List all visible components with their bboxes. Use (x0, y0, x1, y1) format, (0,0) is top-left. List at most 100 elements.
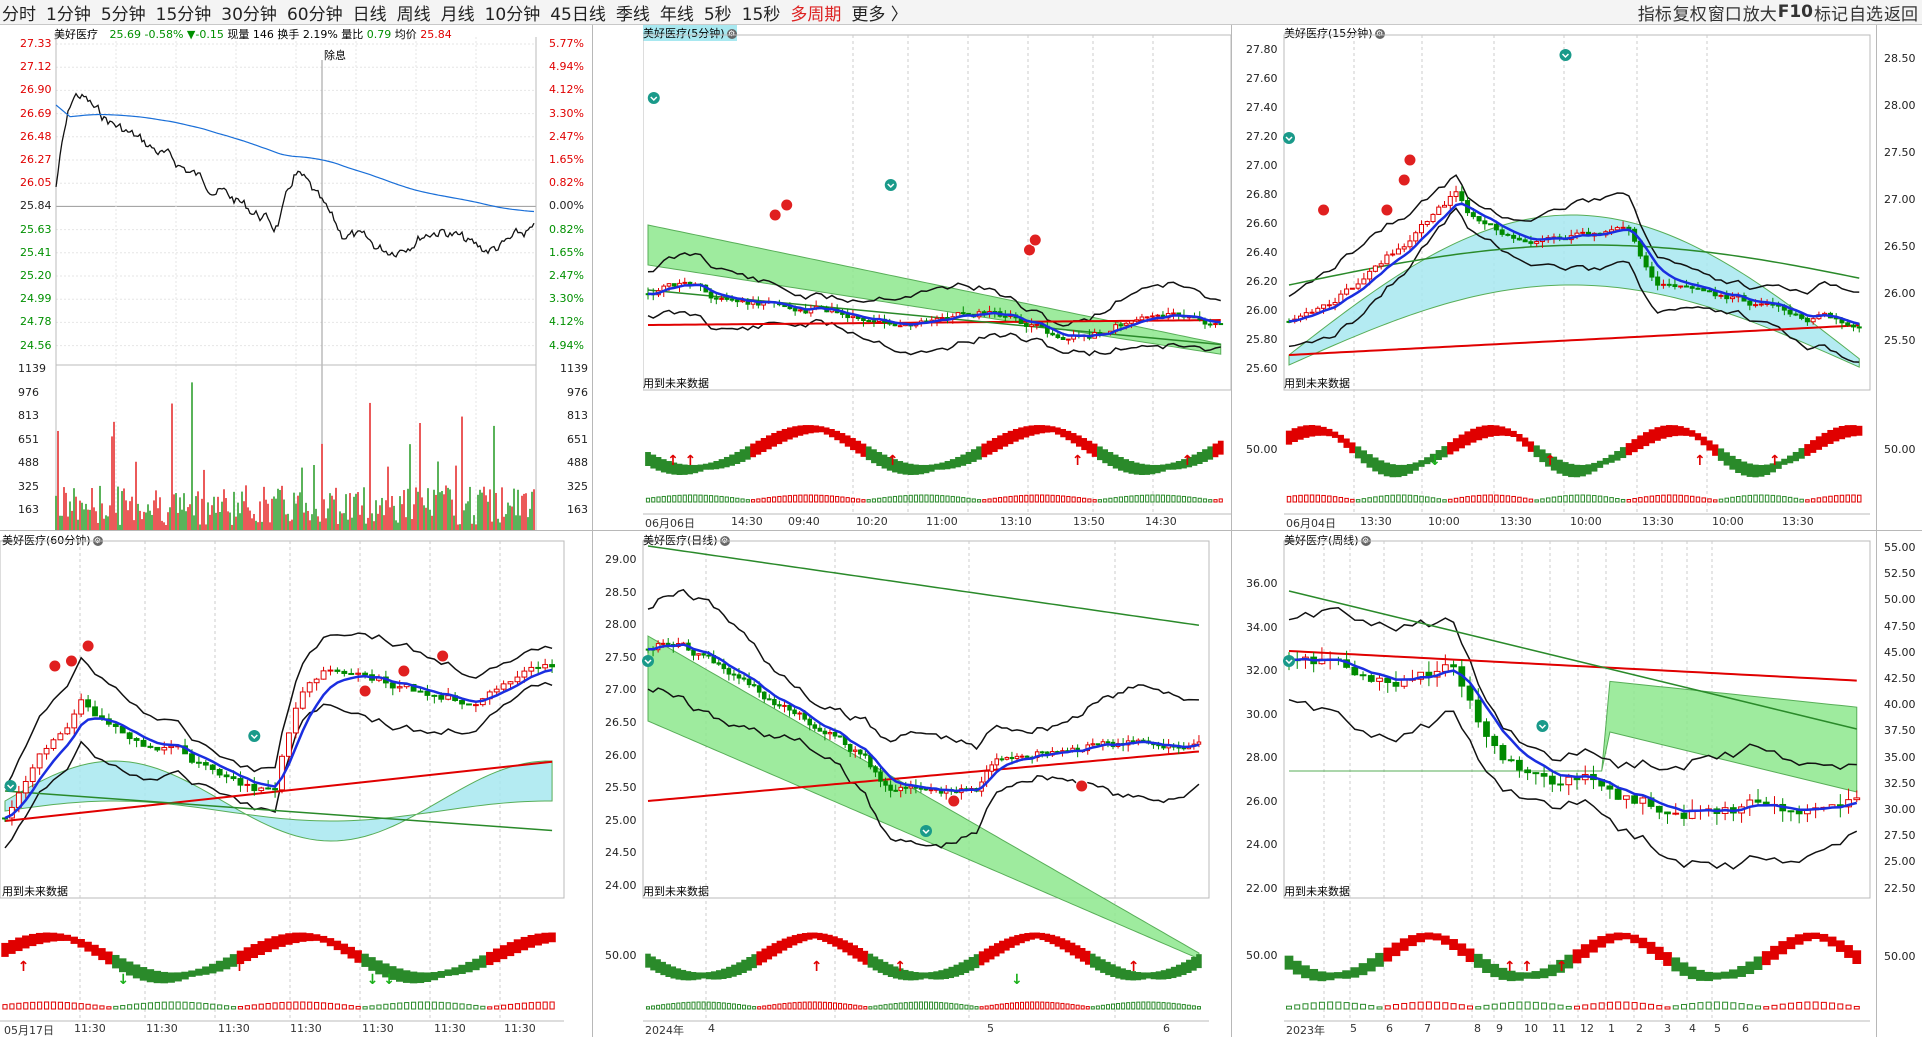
intraday-chart[interactable] (0, 25, 592, 530)
period-tab-16[interactable]: 更多 〉 (851, 4, 908, 25)
indicator-bar (982, 499, 987, 503)
indicator-bar (1425, 1001, 1432, 1010)
period-tab-2[interactable]: 5分钟 (100, 4, 146, 25)
axis-label: 26.00 (605, 748, 637, 762)
candle (847, 744, 853, 752)
indicator-bar (964, 1004, 969, 1010)
period-tab-5[interactable]: 60分钟 (286, 4, 343, 25)
indicator-bar (300, 1001, 306, 1010)
candle (812, 724, 818, 729)
indicator-bar (934, 1001, 939, 1010)
toolbar-2[interactable]: 窗口 (1707, 4, 1742, 25)
candle (665, 642, 671, 645)
toolbar-7[interactable]: 返回 (1884, 4, 1918, 25)
chart-weekly[interactable]: ↑ ↑ ↑ (1232, 531, 1876, 1037)
period-tab-1[interactable]: 1分钟 (46, 4, 91, 25)
candle (883, 780, 888, 786)
toolbar-1[interactable]: 复权 (1672, 4, 1707, 25)
indicator-bar (1166, 1002, 1171, 1010)
indicator-bar (1360, 1003, 1367, 1010)
indicator-bar (950, 495, 955, 503)
candle (1009, 756, 1015, 760)
indicator-bar (873, 1005, 878, 1010)
indicator-bar (1145, 494, 1150, 503)
chart-5min[interactable]: ↑ ↑ ↑ ↑ ↑ (643, 25, 1231, 530)
indicator-bar (1453, 497, 1459, 503)
x-axis-label: 1 (1608, 1022, 1615, 1035)
indicator-bar (85, 1003, 91, 1010)
candle (348, 672, 355, 675)
indicator-bar (711, 1001, 716, 1010)
period-tab-12[interactable]: 年线 (659, 4, 694, 25)
indicator-bar (666, 495, 672, 503)
x-axis-label: 2 (1636, 1022, 1643, 1035)
indicator-bar (1747, 494, 1753, 503)
chart-15min[interactable]: ↓ ↑ ↑ ↑ (1232, 25, 1876, 530)
axis-label: 0.82% (549, 176, 584, 190)
indicator-bar (1368, 1005, 1375, 1010)
indicator-bar (1024, 494, 1029, 503)
toolbar-4[interactable]: F10 (1777, 2, 1813, 22)
indicator-bar (1672, 1005, 1679, 1010)
indicator-bar (1332, 496, 1338, 503)
period-tab-0[interactable]: 分时 (2, 4, 36, 25)
period-tab-7[interactable]: 周线 (396, 4, 431, 25)
period-tab-14[interactable]: 15秒 (741, 4, 781, 25)
indicator-bar (1516, 1001, 1523, 1010)
indicator-bar (1131, 1001, 1136, 1010)
period-tab-9[interactable]: 10分钟 (484, 4, 541, 25)
candle (140, 739, 147, 747)
long-ma-line (1288, 650, 1857, 682)
candle (36, 753, 43, 769)
up-arrow-icon: ↑ (1128, 959, 1140, 975)
indicator-bar (1837, 1003, 1844, 1010)
toolbar-6[interactable]: 自选 (1849, 4, 1883, 25)
indicator-bar (473, 1004, 479, 1010)
indicator-bar (1129, 495, 1134, 503)
up-arrow-icon: ↑ (667, 453, 679, 469)
candle (724, 297, 730, 300)
up-arrow-icon: ↑ (1769, 453, 1781, 469)
period-tab-11[interactable]: 季线 (615, 4, 650, 25)
indicator-bar (892, 495, 898, 503)
indicator-bar (376, 1004, 382, 1010)
indicator-bar (792, 1002, 797, 1010)
period-tab-10[interactable]: 45日线 (550, 4, 606, 25)
bollinger-line (1288, 174, 1860, 298)
candle (43, 747, 50, 755)
toolbar-5[interactable]: 标记 (1814, 4, 1848, 25)
period-tab-15[interactable]: 多周期 (790, 4, 842, 25)
axis-label: 27.00 (1884, 193, 1916, 206)
indicator-bar (772, 496, 777, 503)
period-tab-3[interactable]: 15分钟 (155, 4, 212, 25)
axis-label: 27.20 (1246, 130, 1278, 143)
indicator-bar (835, 495, 840, 503)
indicator-bar (1681, 1004, 1687, 1010)
indicator-bar (1376, 1006, 1383, 1010)
chart-60min[interactable]: ↑↓↑↓ ↓ (0, 531, 592, 1037)
candle (493, 688, 500, 693)
candle (272, 788, 278, 791)
future-data-note: 用到未来数据 (2, 885, 68, 898)
indicator-bar (1092, 499, 1097, 503)
period-tab-13[interactable]: 5秒 (703, 4, 732, 25)
candle (223, 774, 230, 778)
period-tab-4[interactable]: 30分钟 (221, 4, 277, 25)
toolbar-3[interactable]: 放大 (1742, 4, 1777, 25)
indicator-bar (1040, 1001, 1045, 1010)
indicator-bar (341, 1004, 347, 1010)
period-tab-8[interactable]: 月线 (440, 4, 475, 25)
chart-daily[interactable]: ↑ ↑ ↓ ↑ (593, 531, 1231, 1037)
toolbar-0[interactable]: 指标 (1637, 4, 1672, 25)
indicator-bar (1003, 496, 1008, 503)
period-tab-6[interactable]: 日线 (352, 4, 387, 25)
indicator-bar (1661, 494, 1666, 503)
settings-icon[interactable]: ⚙ (1374, 29, 1385, 39)
settings-icon[interactable]: ⚙ (726, 29, 737, 39)
indicator-bar (16, 1002, 22, 1010)
candle (1303, 312, 1309, 317)
indicator-bar (698, 494, 703, 503)
indicator-bar (1787, 496, 1793, 503)
candle (928, 789, 934, 792)
axis-label: 25.20 (20, 269, 52, 282)
